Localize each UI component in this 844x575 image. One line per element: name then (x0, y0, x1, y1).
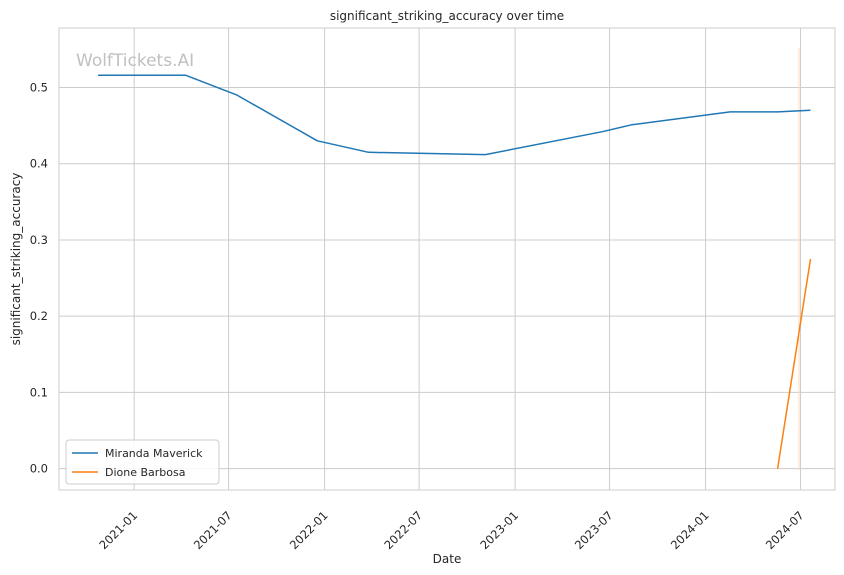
legend-box (65, 439, 220, 485)
y-tick-labels: 0.0 0.1 0.2 0.3 0.4 0.5 (30, 80, 48, 475)
plot-area (58, 27, 836, 491)
y-tick-label: 0.0 (30, 462, 48, 476)
y-axis-title: significant_striking_accuracy (9, 173, 23, 346)
x-tick-labels: 2021-01 2021-07 2022-01 2022-07 2023-01 2023-… (96, 508, 806, 552)
series-layer (98, 74, 812, 469)
x-tick-label: 2022-01 (287, 508, 331, 552)
x-tick-label: 2022-07 (381, 508, 425, 552)
x-axis-title: Date (433, 552, 462, 566)
x-tick-label: 2023-01 (477, 508, 521, 552)
x-tick-label: 2021-01 (96, 508, 140, 552)
series-line-dione-barbosa (776, 258, 812, 469)
legend-label-dione-barbosa: Dione Barbosa (105, 466, 186, 479)
watermark: WolfTickets.AI (76, 51, 194, 71)
y-tick-label: 0.3 (30, 233, 48, 247)
x-tick-label: 2023-07 (572, 508, 616, 552)
y-tick-label: 0.2 (30, 309, 48, 323)
y-gridlines (59, 86, 835, 470)
chart-title: significant_striking_accuracy over time (330, 9, 564, 23)
x-tick-label: 2024-07 (763, 508, 807, 552)
legend-label-miranda-maverick: Miranda Maverick (105, 447, 203, 460)
x-tick-label: 2024-01 (668, 508, 712, 552)
series-line-miranda-maverick (98, 74, 811, 156)
x-tick-label: 2021-07 (191, 508, 235, 552)
y-tick-label: 0.5 (30, 80, 48, 94)
legend: Miranda Maverick Dione Barbosa (65, 439, 220, 485)
y-tick-label: 0.4 (30, 157, 48, 171)
x-gridlines (133, 28, 802, 490)
y-tick-label: 0.1 (30, 385, 48, 399)
